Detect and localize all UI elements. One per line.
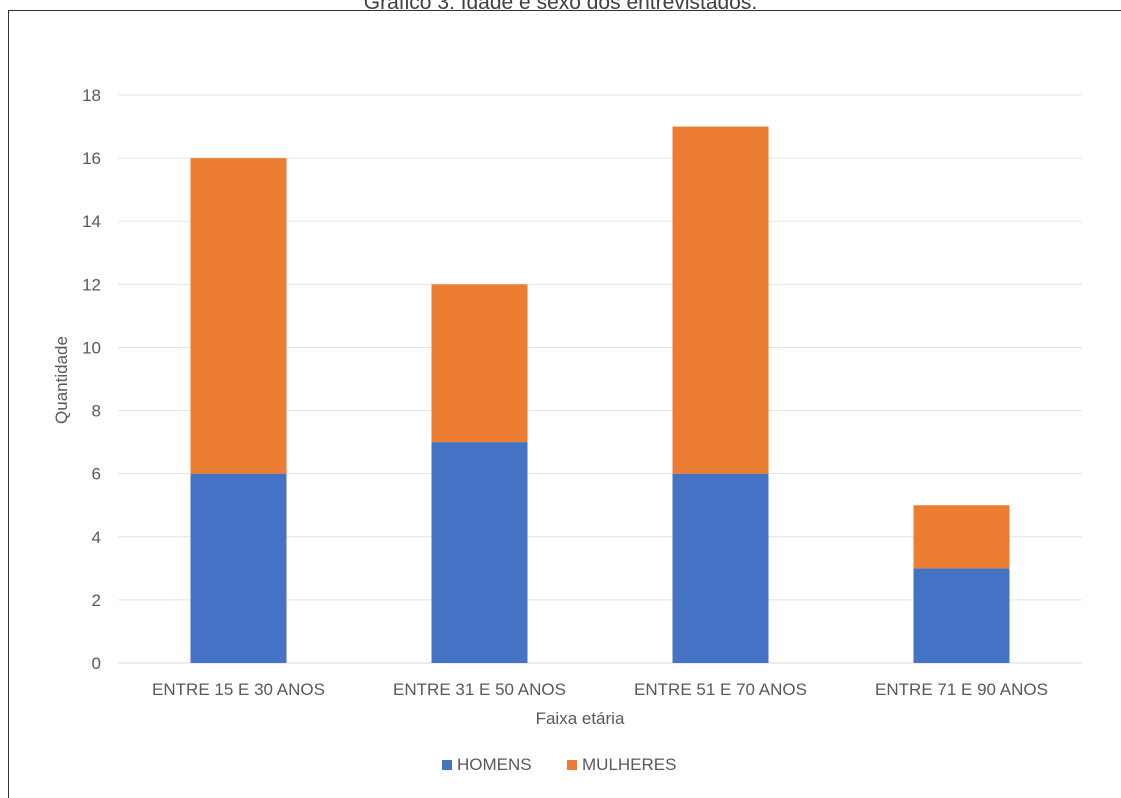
y-tick-label: 2 (92, 591, 101, 610)
bar-homens-3 (672, 473, 769, 663)
bar-homens-4 (913, 568, 1010, 663)
x-tick-label: ENTRE 31 E 50 ANOS (393, 680, 566, 699)
legend-label-homens: HOMENS (457, 755, 532, 774)
bar-mulheres-4 (913, 505, 1010, 569)
x-tick-labels: ENTRE 15 E 30 ANOS ENTRE 31 E 50 ANOS ENTR… (152, 680, 1048, 699)
bars (190, 126, 1010, 663)
y-tick-labels: 0 2 4 6 8 10 12 14 16 18 (82, 86, 101, 673)
y-tick-label: 6 (92, 465, 101, 484)
chart-frame (8, 10, 1121, 798)
bar-homens-1 (190, 473, 287, 663)
y-axis-title: Quantidade (52, 336, 71, 424)
x-tick-label: ENTRE 15 E 30 ANOS (152, 680, 325, 699)
bar-mulheres-3 (672, 126, 769, 474)
x-tick-label: ENTRE 51 E 70 ANOS (634, 680, 807, 699)
x-axis-title: Faixa etária (536, 709, 625, 728)
legend-swatch-mulheres (567, 760, 577, 770)
y-tick-label: 4 (92, 528, 101, 547)
y-tick-label: 18 (82, 86, 101, 105)
x-tick-label: ENTRE 71 E 90 ANOS (875, 680, 1048, 699)
legend-label-mulheres: MULHERES (582, 755, 676, 774)
y-tick-label: 12 (82, 275, 101, 294)
bar-homens-2 (431, 442, 528, 663)
legend: HOMENS MULHERES (442, 755, 676, 774)
bar-mulheres-2 (431, 284, 528, 443)
y-tick-label: 16 (82, 149, 101, 168)
y-tick-label: 14 (82, 212, 101, 231)
legend-swatch-homens (442, 760, 452, 770)
y-tick-label: 10 (82, 338, 101, 357)
y-tick-label: 0 (92, 654, 101, 673)
y-tick-label: 8 (92, 402, 101, 421)
bar-mulheres-1 (190, 158, 287, 474)
